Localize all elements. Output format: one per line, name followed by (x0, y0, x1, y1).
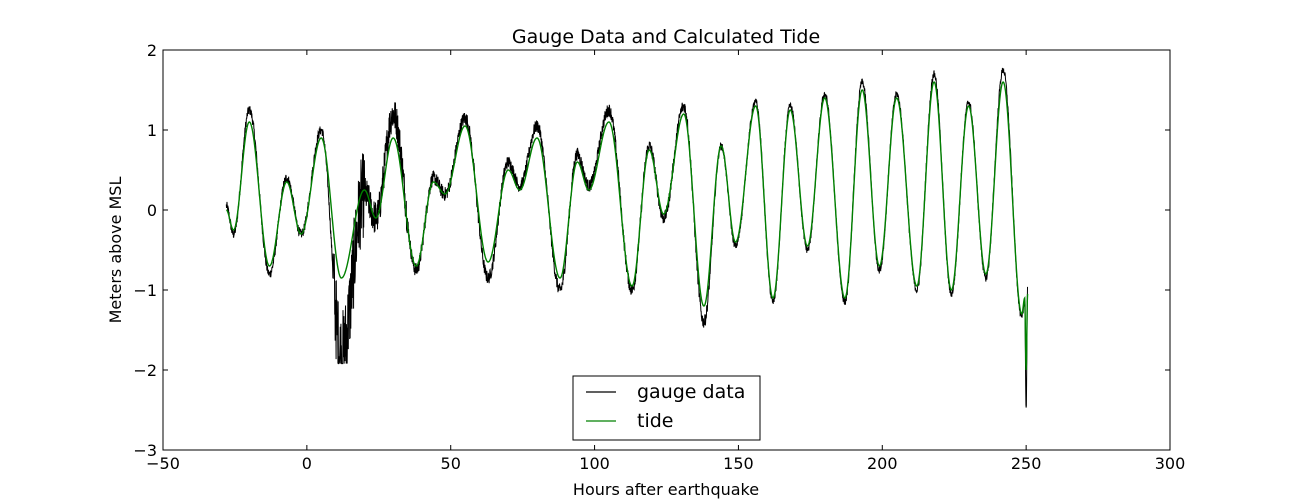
legend-label-tide: tide (637, 410, 673, 432)
y-tick-label: 0 (147, 201, 157, 220)
plot-frame (162, 49, 1171, 451)
x-tick-label: 150 (723, 454, 754, 473)
y-axis-label: Meters above MSL (106, 177, 125, 324)
series-line-tide (226, 81, 1029, 371)
y-tick-label: −2 (133, 361, 157, 380)
x-tick-label: 50 (441, 454, 461, 473)
y-tick-label: −3 (133, 441, 157, 460)
x-tick-label: 100 (579, 454, 610, 473)
x-tick-label: 300 (1155, 454, 1186, 473)
legend-box (572, 375, 761, 441)
x-axis-label: Hours after earthquake (573, 480, 759, 499)
legend: gauge data tide (572, 375, 761, 441)
series-layer (225, 67, 1029, 408)
x-tick-label: 250 (1011, 454, 1042, 473)
x-tick-label: −50 (146, 454, 180, 473)
legend-label-gauge-data: gauge data (637, 381, 745, 403)
y-tick-label: 1 (147, 121, 157, 140)
y-tick-label: −1 (133, 281, 157, 300)
ticks-layer: −50 0 50 100 150 200 250 300 −3 −2 −1 0 1 2 (133, 41, 1185, 473)
x-tick-label: 200 (867, 454, 898, 473)
y-tick-label: 2 (147, 41, 157, 60)
chart-title: Gauge Data and Calculated Tide (512, 26, 820, 48)
x-tick-label: 0 (302, 454, 312, 473)
